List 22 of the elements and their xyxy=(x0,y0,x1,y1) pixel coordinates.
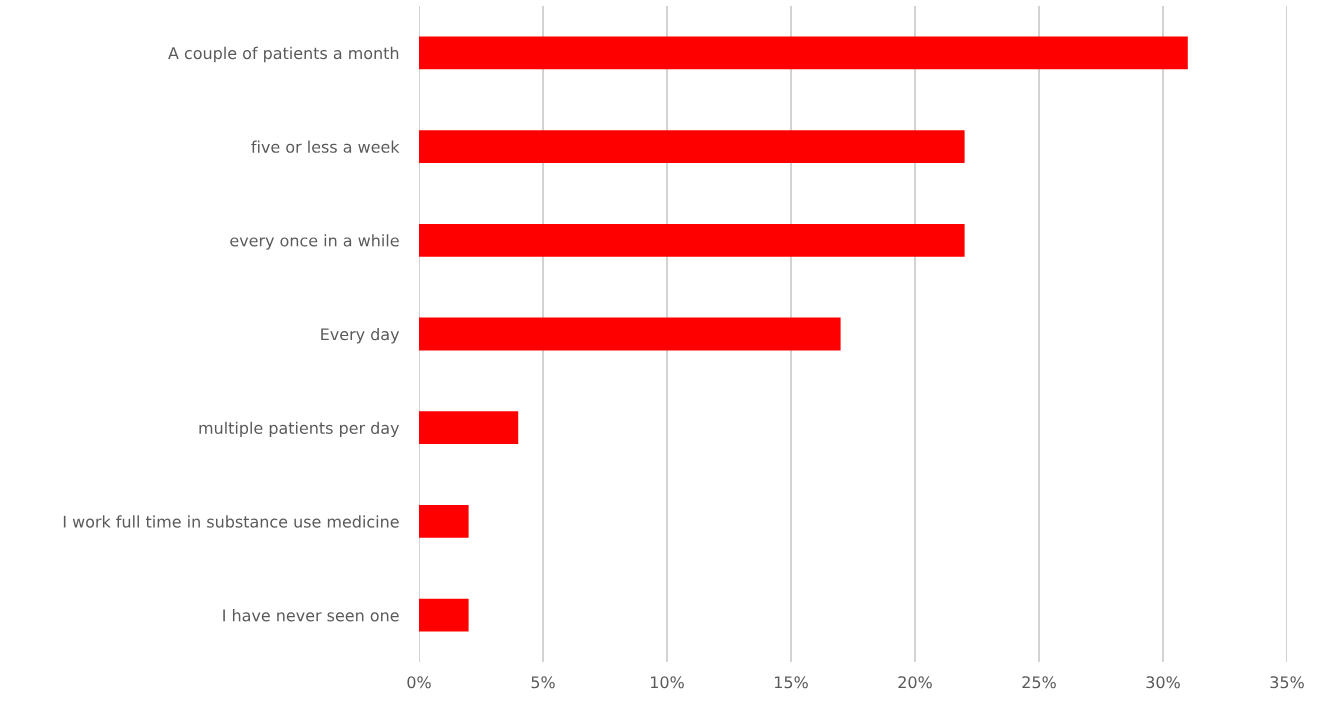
y-tick-label: Every day xyxy=(321,327,400,344)
y-tick-label: I work full time in substance use medicine xyxy=(63,515,399,528)
x-tick-label: 30% xyxy=(1146,676,1180,689)
y-tick-label: five or less a week xyxy=(251,140,400,153)
bar xyxy=(419,411,519,445)
y-tick-label: A couple of patients a month xyxy=(168,46,399,63)
x-tick-label: 15% xyxy=(775,676,808,689)
y-tick-label: multiple patients per day xyxy=(199,421,400,438)
bar xyxy=(419,223,965,257)
x-tick-label: 35% xyxy=(1270,676,1304,689)
x-tick-label: 10% xyxy=(651,676,684,689)
x-tick-label: 0% xyxy=(407,676,431,689)
bar xyxy=(419,598,469,632)
bar xyxy=(419,317,841,351)
bar xyxy=(419,505,469,538)
bar xyxy=(419,36,1188,70)
bar xyxy=(419,130,965,163)
y-tick-label: I have never seen one xyxy=(223,609,399,622)
y-tick-label: every once in a while xyxy=(230,234,399,250)
x-tick-label: 20% xyxy=(898,676,932,689)
x-tick-label: 5% xyxy=(531,676,555,689)
x-tick-label: 25% xyxy=(1022,676,1056,689)
